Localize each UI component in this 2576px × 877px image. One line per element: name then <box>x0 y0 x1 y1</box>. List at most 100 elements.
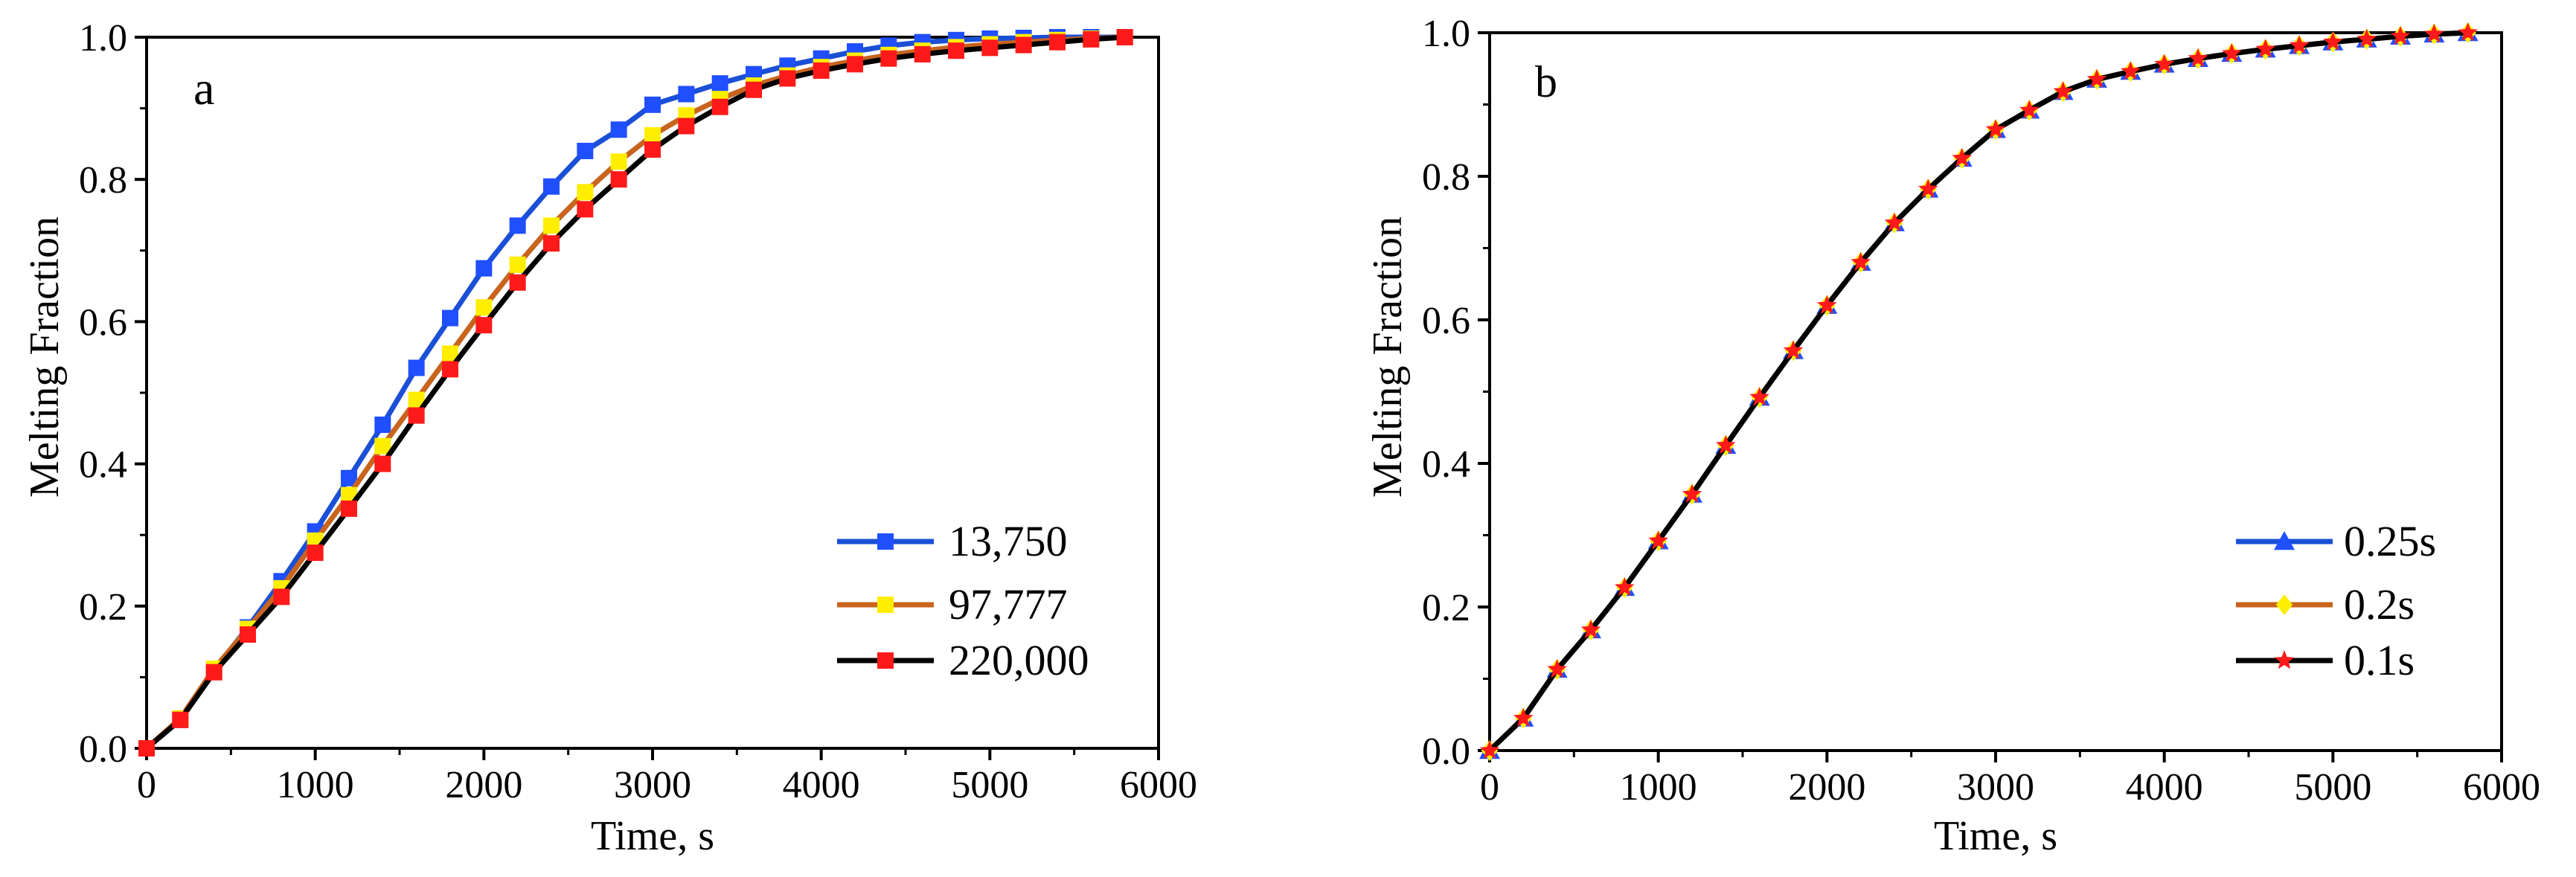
x-tick-label: 6000 <box>1120 764 1197 806</box>
data-point <box>1783 340 1804 359</box>
x-tick-label: 1000 <box>277 764 354 806</box>
data-point <box>442 309 458 327</box>
y-tick-label: 0.8 <box>79 159 127 202</box>
data-point <box>442 345 458 362</box>
data-point <box>644 141 661 158</box>
x-tick-label: 5000 <box>2294 766 2371 809</box>
x-axis-label: Time, s <box>591 813 714 859</box>
legend-marker <box>2275 594 2293 615</box>
data-point <box>1716 434 1736 454</box>
data-point <box>981 39 999 57</box>
y-tick-label: 0.4 <box>79 444 127 486</box>
data-point <box>644 96 661 113</box>
x-tick-label: 5000 <box>951 764 1028 806</box>
data-point <box>205 664 222 681</box>
data-point <box>1918 179 1938 198</box>
legend-marker <box>2274 650 2295 669</box>
data-point <box>577 142 594 159</box>
data-point <box>408 407 425 424</box>
y-tick-label: 0.6 <box>79 301 127 344</box>
y-tick-label: 0.4 <box>1422 443 1470 486</box>
data-point <box>746 81 762 98</box>
data-point <box>914 45 931 62</box>
data-point <box>1749 387 1769 406</box>
x-tick-label: 1000 <box>1620 766 1697 809</box>
data-point <box>644 126 661 144</box>
data-point <box>1049 33 1066 51</box>
data-point <box>2019 100 2040 119</box>
legend: 13,750 97,777 220,000 <box>837 517 1089 684</box>
data-point <box>475 260 493 277</box>
data-point <box>610 121 627 138</box>
legend-marker <box>877 597 894 613</box>
y-tick-label: 0.2 <box>1422 587 1470 629</box>
x-tick-label: 2000 <box>445 764 522 806</box>
data-point <box>307 544 324 562</box>
data-point <box>475 317 493 334</box>
data-point <box>374 455 391 472</box>
data-point <box>1479 740 1500 759</box>
data-point <box>2188 48 2208 68</box>
panel-label: b <box>1535 57 1557 106</box>
data-point <box>2154 54 2174 73</box>
data-point <box>2424 23 2444 43</box>
chart-panel-b: b Time, s Melting Fraction 0 1000 2000 3000… <box>1365 13 2540 859</box>
legend-label: 0.25s <box>2344 517 2436 565</box>
x-tick-label: 0 <box>137 764 156 806</box>
data-point <box>2356 28 2377 48</box>
series-0.1s <box>1479 22 2478 759</box>
data-point <box>1547 659 1567 678</box>
panel-label: a <box>193 62 214 115</box>
legend: 0.25s 0.2s 0.1s <box>2236 517 2436 684</box>
x-tick-label: 4000 <box>783 764 860 806</box>
y-tick-label: 0.8 <box>1422 156 1470 199</box>
y-axis-label: Melting Fraction <box>1365 216 1411 498</box>
data-point <box>273 588 290 605</box>
legend-marker <box>2274 531 2295 550</box>
x-tick-label: 3000 <box>1957 766 2034 809</box>
data-point <box>1513 707 1534 727</box>
legend-label: 13,750 <box>949 517 1068 565</box>
data-point <box>1985 119 2006 138</box>
data-point <box>475 299 493 316</box>
x-tick-label: 3000 <box>614 764 691 806</box>
data-point <box>543 178 560 195</box>
data-point <box>577 184 594 201</box>
data-point <box>577 201 594 218</box>
legend-label: 0.2s <box>2344 580 2415 629</box>
data-point <box>509 217 526 234</box>
data-point <box>610 153 627 170</box>
legend-marker <box>877 652 894 669</box>
data-point <box>678 86 695 103</box>
data-point <box>678 118 695 135</box>
legend-label: 97,777 <box>949 580 1068 629</box>
y-tick-label: 0.2 <box>79 586 127 629</box>
data-point <box>1884 212 1905 232</box>
data-point <box>172 711 189 728</box>
data-point <box>847 56 863 73</box>
data-point <box>610 171 627 188</box>
data-point <box>1648 530 1668 550</box>
x-axis-label: Time, s <box>1934 813 2057 859</box>
data-point <box>1615 576 1635 597</box>
data-point <box>2255 39 2275 58</box>
data-point <box>442 361 458 378</box>
data-point <box>1116 29 1133 45</box>
data-point <box>1952 147 1972 167</box>
data-point <box>408 359 425 376</box>
data-point <box>880 50 897 67</box>
data-point <box>374 417 391 434</box>
data-point <box>341 500 357 517</box>
y-tick-label: 0.0 <box>79 728 127 771</box>
y-tick-label: 1.0 <box>1422 13 1470 55</box>
y-tick-label: 0.0 <box>1422 730 1470 773</box>
data-point <box>509 256 526 273</box>
data-point <box>1580 619 1601 639</box>
data-point <box>240 626 256 643</box>
series-220,000 <box>138 29 1133 756</box>
data-point <box>543 235 560 252</box>
data-point <box>1083 30 1100 48</box>
data-point <box>509 274 526 291</box>
data-point <box>2053 81 2073 100</box>
